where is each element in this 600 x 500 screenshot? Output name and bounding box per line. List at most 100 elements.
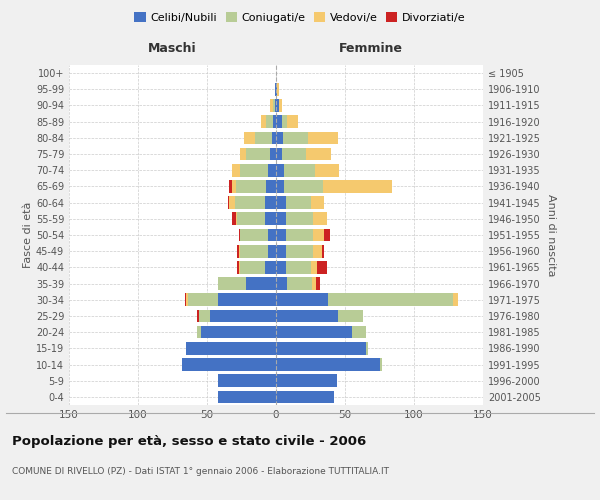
Bar xyxy=(273,99,275,112)
Bar xyxy=(276,196,286,209)
Bar xyxy=(218,294,276,306)
Bar xyxy=(323,180,392,192)
Bar xyxy=(238,261,239,274)
Bar xyxy=(276,132,283,144)
Bar xyxy=(218,374,276,387)
Bar xyxy=(286,228,313,241)
Bar xyxy=(268,164,276,176)
Bar xyxy=(276,310,338,322)
Bar xyxy=(271,99,273,112)
Bar xyxy=(311,261,317,274)
Bar xyxy=(218,390,276,403)
Bar xyxy=(182,358,276,371)
Bar xyxy=(199,310,210,322)
Bar xyxy=(317,261,327,274)
Bar xyxy=(245,278,276,290)
Legend: Celibi/Nubili, Coniugati/e, Vedovi/e, Divorziati/e: Celibi/Nubili, Coniugati/e, Vedovi/e, Di… xyxy=(130,8,470,28)
Bar xyxy=(286,261,311,274)
Bar xyxy=(276,342,366,354)
Bar xyxy=(271,148,276,160)
Bar xyxy=(235,196,265,209)
Bar xyxy=(240,245,268,258)
Bar xyxy=(287,278,312,290)
Bar xyxy=(284,164,314,176)
Bar xyxy=(313,245,322,258)
Bar xyxy=(276,116,281,128)
Bar xyxy=(261,116,266,128)
Bar xyxy=(277,83,279,96)
Bar xyxy=(187,294,188,306)
Bar xyxy=(229,196,235,209)
Text: COMUNE DI RIVELLO (PZ) - Dati ISTAT 1° gennaio 2006 - Elaborazione TUTTITALIA.IT: COMUNE DI RIVELLO (PZ) - Dati ISTAT 1° g… xyxy=(12,468,389,476)
Bar xyxy=(311,196,325,209)
Bar xyxy=(239,261,240,274)
Bar xyxy=(187,342,276,354)
Bar xyxy=(286,196,311,209)
Bar xyxy=(276,180,284,192)
Bar xyxy=(245,148,271,160)
Bar xyxy=(322,245,325,258)
Bar xyxy=(286,245,313,258)
Bar xyxy=(266,116,273,128)
Bar xyxy=(273,116,276,128)
Bar xyxy=(272,132,276,144)
Bar xyxy=(316,278,320,290)
Bar xyxy=(197,326,202,338)
Bar xyxy=(307,148,331,160)
Bar xyxy=(328,294,452,306)
Bar xyxy=(325,228,330,241)
Text: Maschi: Maschi xyxy=(148,42,197,55)
Bar xyxy=(240,164,268,176)
Bar xyxy=(281,116,287,128)
Bar xyxy=(239,228,240,241)
Bar xyxy=(312,278,316,290)
Bar xyxy=(210,310,276,322)
Y-axis label: Anni di nascita: Anni di nascita xyxy=(546,194,556,276)
Text: Popolazione per età, sesso e stato civile - 2006: Popolazione per età, sesso e stato civil… xyxy=(12,435,366,448)
Bar xyxy=(232,180,236,192)
Bar xyxy=(283,132,308,144)
Bar xyxy=(276,261,286,274)
Bar xyxy=(276,228,286,241)
Bar xyxy=(287,116,298,128)
Bar xyxy=(276,294,328,306)
Bar xyxy=(265,212,276,225)
Bar xyxy=(244,132,256,144)
Bar xyxy=(232,164,240,176)
Bar xyxy=(275,99,276,112)
Bar xyxy=(240,228,268,241)
Bar xyxy=(308,132,338,144)
Bar xyxy=(275,83,276,96)
Bar xyxy=(352,326,366,338)
Bar xyxy=(276,212,286,225)
Bar xyxy=(276,99,279,112)
Bar xyxy=(236,180,266,192)
Bar xyxy=(232,212,236,225)
Bar xyxy=(265,196,276,209)
Bar xyxy=(313,212,327,225)
Bar xyxy=(276,83,277,96)
Bar xyxy=(218,278,245,290)
Bar xyxy=(185,294,187,306)
Bar xyxy=(268,228,276,241)
Bar xyxy=(284,180,323,192)
Bar xyxy=(229,180,232,192)
Bar xyxy=(276,148,281,160)
Bar xyxy=(452,294,458,306)
Bar xyxy=(236,212,238,225)
Bar xyxy=(279,99,281,112)
Bar xyxy=(256,132,272,144)
Bar xyxy=(238,212,265,225)
Text: Femmine: Femmine xyxy=(339,42,403,55)
Bar xyxy=(276,278,287,290)
Bar xyxy=(202,326,276,338)
Bar xyxy=(228,196,229,209)
Bar xyxy=(313,228,325,241)
Bar xyxy=(276,245,286,258)
Bar xyxy=(338,310,363,322)
Bar xyxy=(276,374,337,387)
Bar xyxy=(314,164,340,176)
Bar xyxy=(276,164,284,176)
Bar xyxy=(276,326,352,338)
Bar xyxy=(197,310,199,322)
